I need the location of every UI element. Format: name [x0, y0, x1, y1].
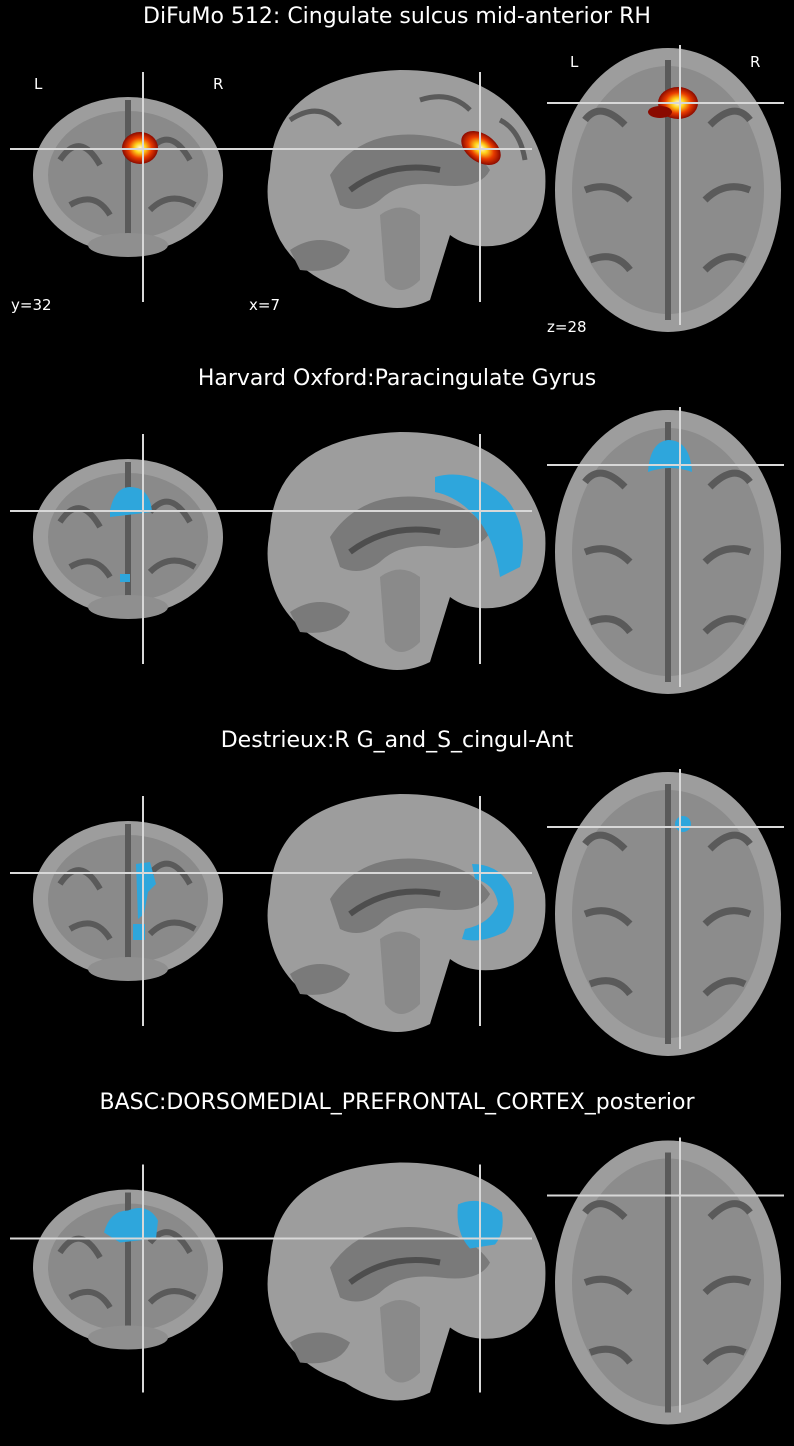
brain-axial-slice-icon	[555, 1140, 781, 1425]
atlas-region-sagittal	[462, 864, 514, 941]
brain-views-difumo	[10, 45, 784, 332]
atlas-region-sagittal	[435, 474, 523, 577]
panel-title: Harvard Oxford:Paracingulate Gyrus	[197, 366, 597, 391]
orientation-label-left-axial: L	[570, 53, 579, 71]
panel-title: DiFuMo 512: Cingulate sulcus mid-anterio…	[143, 4, 651, 29]
panel-title: BASC:DORSOMEDIAL_PREFRONTAL_CORTEX_poste…	[99, 1090, 695, 1115]
brain-sagittal-slice-icon	[267, 70, 546, 308]
panel-destrieux: Destrieux:R G_and_S_cingul-Ant	[0, 724, 794, 1084]
sagittal-coordinate: x=7	[249, 296, 280, 314]
atlas-region-coronal	[110, 487, 152, 582]
brain-axial-slice-icon	[555, 48, 781, 332]
brain-coronal-slice-icon	[33, 821, 223, 981]
atlas-region-axial	[675, 816, 691, 832]
brain-sagittal-slice-icon	[267, 1162, 546, 1401]
brain-axial-slice-icon	[555, 410, 781, 694]
coronal-coordinate: y=32	[11, 296, 52, 314]
orientation-label-right-axial: R	[750, 53, 761, 71]
brain-views-harvard-oxford	[10, 407, 784, 694]
brain-coronal-slice-icon	[33, 1189, 223, 1350]
brain-axial-slice-icon	[555, 772, 781, 1056]
orientation-label-right: R	[213, 75, 224, 93]
brain-coronal-slice-icon	[33, 459, 223, 619]
axial-coordinate: z=28	[547, 318, 587, 336]
brain-views-basc	[10, 1137, 784, 1425]
brain-sagittal-slice-icon	[267, 794, 546, 1032]
brain-views-destrieux	[10, 769, 784, 1056]
atlas-region-coronal	[104, 1208, 158, 1243]
panel-basc: BASC:DORSOMEDIAL_PREFRONTAL_CORTEX_poste…	[0, 1086, 794, 1446]
brain-coronal-slice-icon	[33, 97, 223, 257]
panel-harvard-oxford: Harvard Oxford:Paracingulate Gyrus	[0, 362, 794, 722]
panel-difumo: DiFuMo 512: Cingulate sulcus mid-anterio…	[0, 0, 794, 360]
orientation-label-left: L	[34, 75, 43, 93]
panel-title: Destrieux:R G_and_S_cingul-Ant	[220, 728, 574, 753]
